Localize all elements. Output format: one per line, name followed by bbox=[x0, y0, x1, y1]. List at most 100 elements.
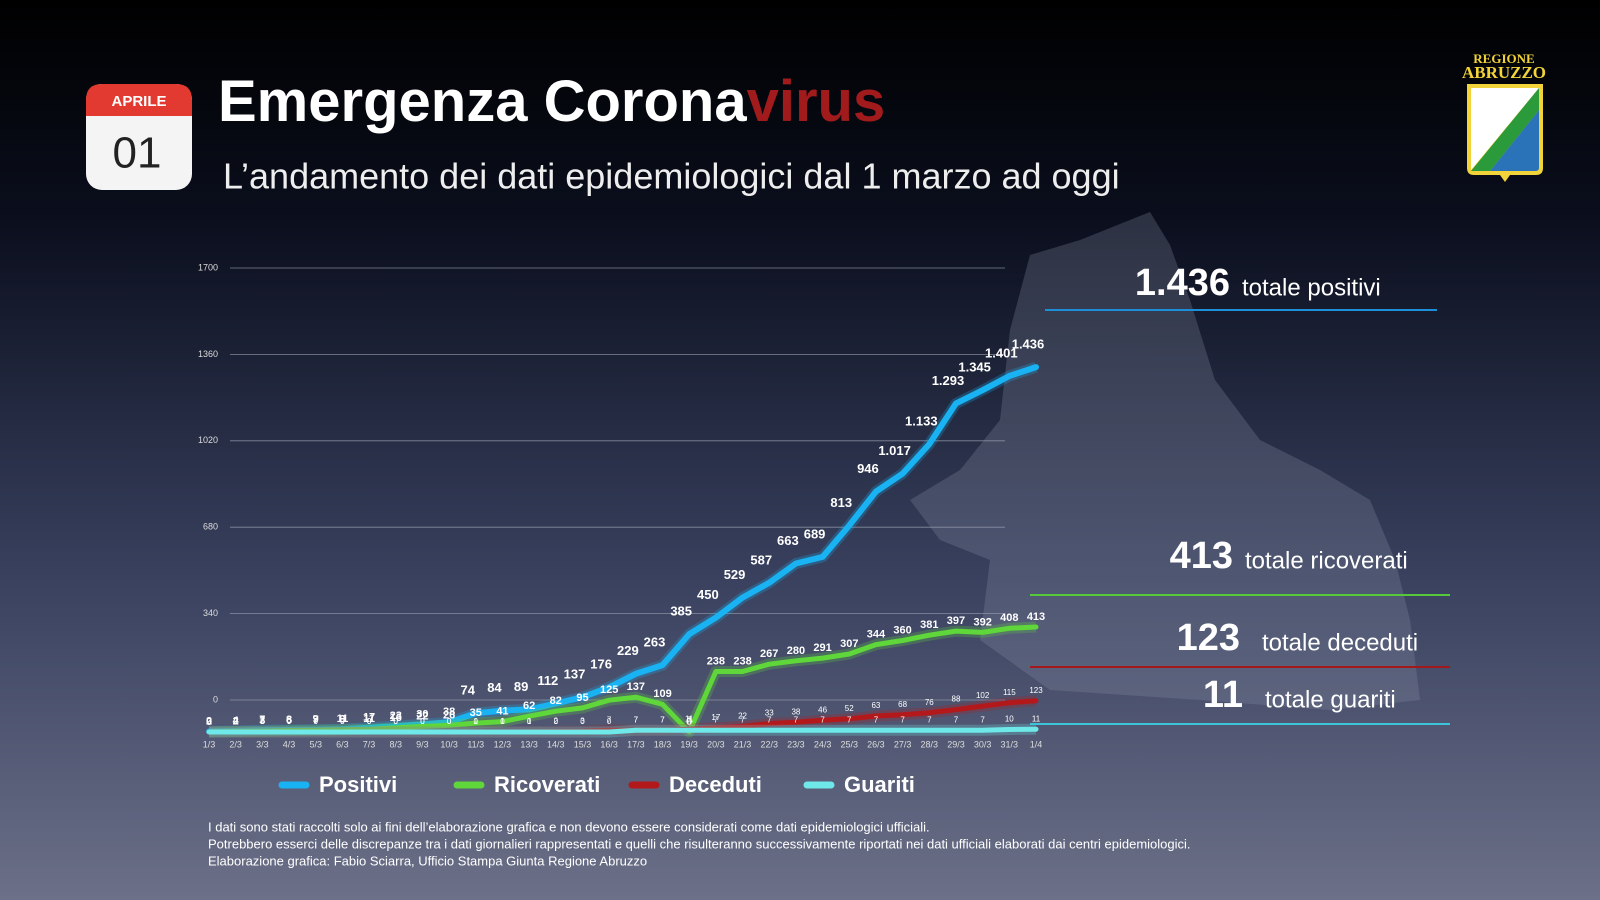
data-label: 408 bbox=[1000, 612, 1018, 624]
data-label: 7 bbox=[660, 715, 665, 724]
y-tick-label: 1700 bbox=[198, 262, 218, 272]
x-tick-label: 22/3 bbox=[760, 739, 778, 749]
data-label: 38 bbox=[443, 706, 455, 718]
data-label: 7 bbox=[634, 715, 639, 724]
data-label: 7 bbox=[820, 715, 825, 724]
calendar-top bbox=[86, 84, 192, 116]
data-label: 0 bbox=[233, 717, 238, 726]
summary-label: totale deceduti bbox=[1262, 629, 1418, 656]
summary-label: totale positivi bbox=[1242, 274, 1381, 301]
series-line bbox=[206, 726, 1039, 735]
data-label: 7 bbox=[954, 715, 959, 724]
data-label: 0 bbox=[287, 717, 292, 726]
data-label: 0 bbox=[607, 717, 612, 726]
data-label: 0 bbox=[313, 717, 318, 726]
legend: Positivi Ricoverati Deceduti Guariti bbox=[278, 772, 915, 797]
data-label: 450 bbox=[697, 587, 719, 602]
map-silhouette bbox=[910, 212, 1420, 710]
x-tick-label: 10/3 bbox=[440, 739, 458, 749]
x-tick-label: 11/3 bbox=[467, 739, 484, 749]
summary-label: totale ricoverati bbox=[1245, 547, 1408, 574]
x-tick-label: 4/3 bbox=[283, 739, 296, 749]
data-label: 7 bbox=[927, 715, 932, 724]
data-label: 307 bbox=[840, 638, 858, 650]
logo-green bbox=[1471, 88, 1539, 171]
data-label: 0 bbox=[233, 717, 238, 726]
data-label: 238 bbox=[733, 655, 751, 667]
x-tick-label: 19/3 bbox=[680, 739, 698, 749]
data-label: 263 bbox=[644, 635, 666, 650]
data-label: 344 bbox=[867, 628, 886, 640]
data-label: 7 bbox=[767, 715, 772, 724]
data-label: 1 bbox=[527, 717, 532, 726]
footer: I dati sono stati raccolti solo ai fini … bbox=[208, 819, 1191, 868]
data-label: 35 bbox=[470, 707, 482, 719]
data-label: 68 bbox=[898, 700, 907, 709]
x-tick-label: 17/3 bbox=[627, 739, 645, 749]
x-tick-label: 9/3 bbox=[416, 739, 429, 749]
data-label: 125 bbox=[600, 684, 618, 696]
data-label: 0 bbox=[313, 717, 318, 726]
x-tick-label: 25/3 bbox=[840, 739, 858, 749]
data-label: 16 bbox=[390, 712, 402, 724]
data-label: 23 bbox=[390, 710, 402, 722]
data-label: 1.436 bbox=[1012, 337, 1045, 352]
data-label: 82 bbox=[550, 695, 562, 707]
x-tick-label: 16/3 bbox=[600, 739, 618, 749]
data-label: 137 bbox=[627, 681, 645, 693]
data-label: 10 bbox=[1005, 715, 1014, 724]
data-label: 89 bbox=[514, 679, 528, 694]
data-label: 1.293 bbox=[932, 373, 965, 388]
data-label: 229 bbox=[617, 643, 639, 658]
data-label: 0 bbox=[260, 717, 265, 726]
x-tick-label: 6/3 bbox=[336, 739, 349, 749]
data-label: 22 bbox=[416, 710, 428, 722]
data-label: 9 bbox=[339, 714, 345, 726]
data-label: 0 bbox=[340, 717, 345, 726]
data-label: 1.345 bbox=[958, 360, 991, 375]
data-label: 1.017 bbox=[878, 443, 911, 458]
data-label: 6 bbox=[286, 714, 292, 726]
data-label: 7 bbox=[687, 715, 692, 724]
data-label: 7 bbox=[794, 715, 799, 724]
logo-text: ABRUZZO bbox=[1462, 63, 1546, 82]
x-tick-label: 12/3 bbox=[494, 739, 512, 749]
x-tick-label: 15/3 bbox=[574, 739, 592, 749]
data-label: 11 bbox=[363, 713, 375, 725]
data-label: 397 bbox=[947, 615, 965, 627]
y-tick-label: 680 bbox=[203, 522, 218, 532]
subtitle: L’andamento dei dati epidemiologici dal … bbox=[223, 156, 1120, 197]
data-label: 9 bbox=[313, 714, 319, 726]
data-label: 176 bbox=[590, 657, 612, 672]
data-label: 392 bbox=[973, 616, 991, 628]
data-label: 7 bbox=[634, 715, 639, 724]
data-label: 0 bbox=[367, 717, 372, 726]
data-label: 0 bbox=[394, 717, 399, 726]
legend-label: Guariti bbox=[844, 772, 915, 797]
data-label: 0 bbox=[554, 717, 559, 726]
x-tick-label: 23/3 bbox=[787, 739, 805, 749]
footer-note: Potrebbero esserci delle discrepanze tra… bbox=[208, 836, 1191, 851]
data-label: 267 bbox=[760, 648, 778, 660]
y-tick-label: 1020 bbox=[198, 435, 218, 445]
data-label: 95 bbox=[576, 692, 588, 704]
x-tick-label: 18/3 bbox=[654, 739, 672, 749]
data-label: 1.133 bbox=[905, 414, 938, 429]
data-label: 0 bbox=[260, 717, 265, 726]
data-label: 238 bbox=[707, 655, 725, 667]
data-label: 26 bbox=[443, 709, 455, 721]
data-label: 0 bbox=[207, 717, 212, 726]
data-label: 3 bbox=[580, 716, 585, 725]
data-label: 7 bbox=[847, 715, 852, 724]
data-label: 7 bbox=[980, 715, 985, 724]
x-tick-label: 21/3 bbox=[734, 739, 752, 749]
x-tick-label: 3/3 bbox=[256, 739, 269, 749]
data-label: 33 bbox=[765, 709, 774, 718]
data-label: 0 bbox=[420, 717, 425, 726]
data-label: 381 bbox=[920, 619, 938, 631]
x-tick-label: 27/3 bbox=[894, 739, 912, 749]
data-label: 112 bbox=[537, 673, 558, 688]
data-label: 52 bbox=[845, 704, 854, 713]
x-tick-label: 20/3 bbox=[707, 739, 725, 749]
calendar-day: 01 bbox=[113, 129, 162, 178]
